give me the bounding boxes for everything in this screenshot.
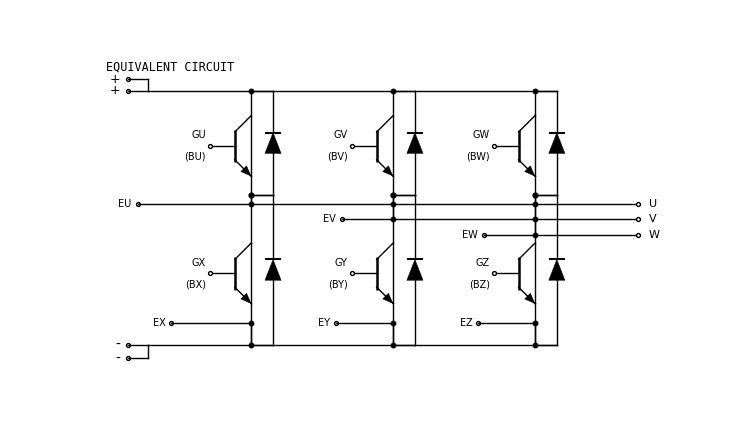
Text: EQUIVALENT CIRCUIT: EQUIVALENT CIRCUIT (106, 61, 235, 74)
Text: GU: GU (191, 130, 206, 140)
Polygon shape (407, 132, 423, 154)
Text: GY: GY (335, 257, 347, 267)
Text: EV: EV (323, 214, 336, 224)
Text: (BW): (BW) (466, 152, 490, 162)
Polygon shape (525, 166, 535, 176)
Text: +: + (110, 84, 121, 97)
Text: U: U (649, 199, 657, 209)
Text: (BU): (BU) (184, 152, 206, 162)
Text: EW: EW (462, 230, 478, 240)
Text: -: - (116, 338, 121, 352)
Polygon shape (265, 260, 281, 280)
Text: GZ: GZ (475, 257, 490, 267)
Polygon shape (241, 166, 251, 176)
Polygon shape (265, 132, 281, 154)
Polygon shape (549, 132, 565, 154)
Text: +: + (110, 73, 121, 86)
Polygon shape (525, 293, 535, 303)
Text: EX: EX (153, 318, 165, 328)
Text: GX: GX (192, 257, 206, 267)
Text: (BV): (BV) (327, 152, 347, 162)
Text: (BY): (BY) (328, 279, 347, 289)
Polygon shape (241, 293, 251, 303)
Text: EZ: EZ (459, 318, 472, 328)
Text: EY: EY (318, 318, 330, 328)
Text: GW: GW (472, 130, 490, 140)
Text: (BX): (BX) (185, 279, 206, 289)
Polygon shape (383, 293, 393, 303)
Polygon shape (407, 260, 423, 280)
Text: (BZ): (BZ) (468, 279, 490, 289)
Polygon shape (383, 166, 393, 176)
Text: -: - (116, 352, 121, 365)
Text: V: V (649, 214, 656, 224)
Polygon shape (549, 260, 565, 280)
Text: EU: EU (118, 199, 131, 209)
Text: W: W (649, 230, 660, 240)
Text: GV: GV (334, 130, 347, 140)
